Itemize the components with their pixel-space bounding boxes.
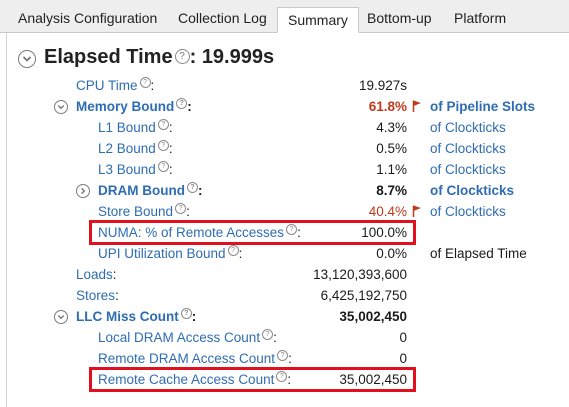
highlight-box [89, 220, 416, 245]
help-icon[interactable]: ? [175, 203, 187, 214]
help-icon[interactable]: ? [286, 224, 298, 235]
help-icon[interactable]: ? [262, 329, 274, 340]
help-icon[interactable]: ? [277, 350, 289, 361]
tab-collection-log[interactable]: Collection Log [178, 10, 267, 26]
metric-row: LLC Miss Count?: 35,002,450 [0, 307, 569, 327]
metric-unit[interactable]: of Clockticks [430, 162, 506, 177]
metric-row: Remote DRAM Access Count?: 0 [0, 349, 569, 369]
help-icon[interactable]: ? [139, 77, 151, 88]
metric-row: Loads: 13,120,393,600 [0, 265, 569, 285]
expand-toggle-icon[interactable] [18, 50, 36, 68]
warning-flag-icon [412, 205, 421, 217]
metric-unit[interactable]: of Clockticks [430, 141, 506, 156]
metric-value: 35,002,450 [339, 372, 407, 387]
metric-unit[interactable]: of Pipeline Slots [430, 99, 536, 114]
metric-label[interactable]: L2 Bound [98, 141, 156, 156]
metric-value: 13,120,393,600 [313, 267, 407, 282]
metric-label[interactable]: Loads [76, 267, 113, 282]
expand-toggle-icon[interactable] [54, 310, 68, 324]
metric-row: Stores: 6,425,192,750 [0, 286, 569, 306]
metric-value: 61.8% [368, 99, 407, 114]
help-icon[interactable]: ? [276, 371, 288, 382]
tab-platform[interactable]: Platform [454, 10, 507, 26]
metric-label[interactable]: NUMA: % of Remote Accesses [98, 225, 285, 240]
metric-row: L1 Bound?: 4.3% of Clockticks [0, 118, 569, 138]
warning-flag-icon [412, 100, 421, 112]
metric-row: DRAM Bound?: 8.7% of Clockticks [0, 181, 569, 201]
help-icon[interactable]: ? [174, 49, 190, 64]
metric-row: NUMA: % of Remote Accesses?: 100.0% [0, 223, 569, 243]
help-icon[interactable]: ? [157, 140, 169, 151]
metric-label[interactable]: Stores [76, 288, 116, 303]
metric-row: UPI Utilization Bound?: 0.0% of Elapsed … [0, 244, 569, 264]
metric-row: L3 Bound?: 1.1% of Clockticks [0, 160, 569, 180]
metric-unit[interactable]: of Clockticks [430, 120, 506, 135]
help-icon[interactable]: ? [176, 98, 188, 109]
metric-label[interactable]: Store Bound [98, 204, 174, 219]
metric-value: 35,002,450 [339, 309, 407, 324]
metric-value: 1.1% [376, 162, 407, 177]
tab-bar: Analysis Configuration Collection Log Su… [0, 0, 569, 33]
metric-row: Local DRAM Access Count?: 0 [0, 328, 569, 348]
metric-label[interactable]: Remote Cache Access Count [98, 372, 275, 387]
metric-value: 0.5% [376, 141, 407, 156]
metric-label[interactable]: Local DRAM Access Count [98, 330, 261, 345]
help-icon[interactable]: ? [157, 161, 169, 172]
help-icon[interactable]: ? [157, 119, 169, 130]
metric-label[interactable]: L1 Bound [98, 120, 156, 135]
metric-value: 40.4% [368, 204, 407, 219]
metric-value: 0.0% [376, 246, 407, 261]
help-icon[interactable]: ? [227, 245, 239, 256]
metric-unit[interactable]: of Clockticks [430, 204, 506, 219]
metric-row: Memory Bound?: 61.8% of Pipeline Slots [0, 97, 569, 117]
metric-row: CPU Time?: 19.927s [0, 76, 569, 96]
elapsed-time-value: 19.999s [201, 46, 275, 68]
metric-value: 8.7% [376, 183, 407, 198]
metric-label[interactable]: Remote DRAM Access Count [98, 351, 276, 366]
help-icon[interactable]: ? [186, 182, 198, 193]
metric-unit: of Elapsed Time [430, 246, 527, 261]
metric-value: 0 [399, 330, 407, 345]
metric-row: Store Bound?: 40.4% of Clockticks [0, 202, 569, 222]
metric-label[interactable]: DRAM Bound [98, 183, 185, 198]
metric-label[interactable]: L3 Bound [98, 162, 156, 177]
metric-value: 100.0% [361, 225, 407, 240]
tab-summary[interactable]: Summary [277, 7, 359, 33]
metric-unit[interactable]: of Clockticks [430, 183, 515, 198]
metric-value: 4.3% [376, 120, 407, 135]
page-title: Elapsed Time?: 19.999s [44, 46, 275, 68]
expand-toggle-icon[interactable] [54, 100, 68, 114]
tab-analysis-configuration[interactable]: Analysis Configuration [18, 10, 158, 26]
expand-toggle-icon[interactable] [76, 184, 90, 198]
metric-value: 19.927s [358, 78, 407, 93]
metric-label[interactable]: UPI Utilization Bound [98, 246, 226, 261]
highlight-box [89, 367, 416, 392]
metric-row: Remote Cache Access Count?: 35,002,450 [0, 370, 569, 390]
metric-value: 6,425,192,750 [320, 288, 407, 303]
tab-bottom-up[interactable]: Bottom-up [367, 10, 432, 26]
help-icon[interactable]: ? [180, 308, 192, 319]
metric-value: 0 [399, 351, 407, 366]
metric-label[interactable]: LLC Miss Count [76, 309, 179, 324]
metric-label[interactable]: CPU Time [76, 78, 138, 93]
metric-label[interactable]: Memory Bound [76, 99, 175, 114]
metric-row: L2 Bound?: 0.5% of Clockticks [0, 139, 569, 159]
